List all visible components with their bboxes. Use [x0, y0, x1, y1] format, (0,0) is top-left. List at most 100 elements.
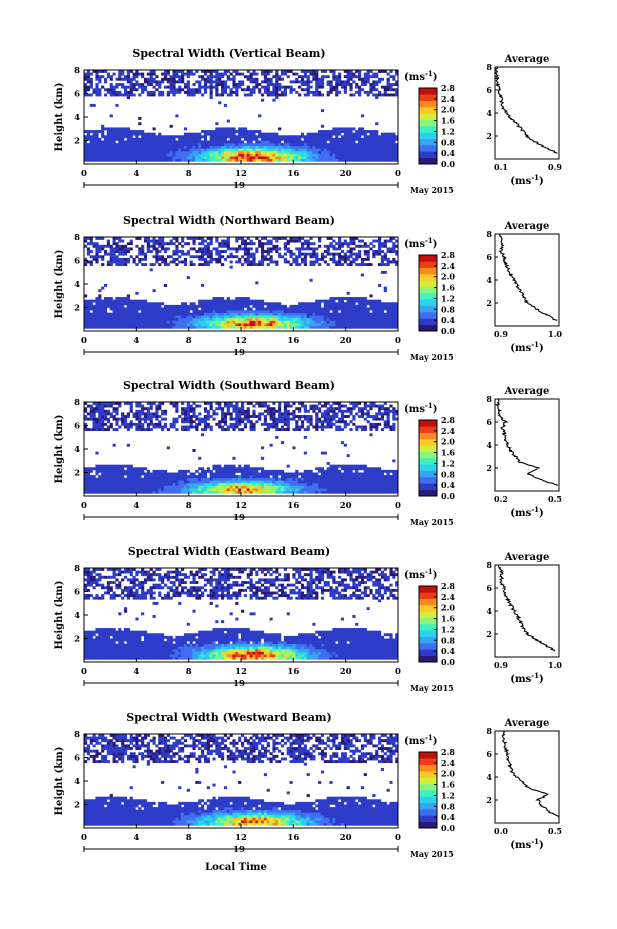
heatmap-cell: [355, 307, 359, 311]
heatmap-cell: [258, 315, 262, 319]
heatmap-cell: [226, 93, 230, 97]
heatmap-cell: [175, 490, 179, 494]
heatmap-cell: [298, 482, 302, 486]
heatmap-cell: [349, 242, 353, 246]
heatmap-cell: [86, 299, 90, 303]
heatmap-cell: [126, 323, 130, 327]
heatmap-cell: [235, 150, 239, 154]
heatmap-cell: [380, 490, 385, 494]
heatmap-cell: [343, 88, 347, 92]
heatmap-cell: [235, 255, 239, 259]
heatmap-cell: [260, 312, 265, 316]
heatmap-cell: [235, 477, 239, 481]
heatmap-cell: [155, 315, 159, 319]
heatmap-cell: [366, 140, 370, 144]
heatmap-cell: [300, 315, 305, 319]
heatmap-cell: [101, 145, 105, 149]
heatmap-cell: [363, 140, 367, 144]
heatmap-cell: [209, 242, 213, 246]
heatmap-cell: [181, 475, 185, 479]
heatmap-cell: [155, 469, 159, 473]
heatmap-cell: [335, 317, 339, 321]
heatmap-cell: [266, 469, 270, 473]
heatmap-cell: [246, 323, 250, 327]
heatmap-cell: [395, 143, 399, 147]
heatmap-cell: [343, 477, 347, 481]
heatmap-cell: [366, 307, 370, 311]
heatmap-cell: [286, 480, 290, 484]
heatmap-cell: [89, 237, 93, 240]
avg-y-tick-label: 8: [486, 62, 492, 72]
heatmap-cell: [178, 472, 182, 476]
heatmap-cell: [349, 85, 353, 89]
heatmap-cell: [161, 237, 165, 240]
heatmap-cell: [129, 156, 133, 160]
heatmap-cell: [189, 153, 193, 157]
heatmap-cell: [203, 482, 208, 486]
heatmap-cell: [289, 239, 293, 243]
heatmap-cell: [206, 145, 210, 149]
heatmap-cell: [369, 477, 373, 481]
heatmap-cell: [255, 477, 259, 481]
heatmap-cell: [252, 255, 256, 259]
heatmap-cell: [132, 302, 136, 306]
heatmap-cell: [169, 472, 173, 476]
heatmap-cell: [343, 482, 347, 486]
heatmap-cell: [98, 302, 102, 306]
heatmap-cell: [300, 302, 305, 306]
heatmap-cell: [149, 70, 153, 73]
heatmap-cell: [135, 469, 139, 473]
avg-title: Average: [504, 54, 550, 65]
heatmap-cell: [358, 77, 362, 81]
heatmap-cell: [289, 140, 293, 144]
heatmap-cell: [215, 132, 219, 136]
heatmap-cell: [392, 143, 396, 147]
heatmap-cell: [280, 72, 285, 76]
heatmap-cell: [229, 158, 233, 162]
heatmap-cell: [84, 467, 88, 471]
heatmap-cell: [112, 469, 116, 473]
heatmap-cell: [269, 315, 273, 319]
heatmap-cell: [232, 323, 236, 327]
heatmap-cell: [178, 307, 182, 311]
heatmap-cell: [92, 488, 96, 492]
heatmap-cell: [358, 244, 362, 248]
heatmap-cell: [338, 482, 342, 486]
heatmap-cell: [215, 312, 219, 316]
heatmap-cell: [172, 70, 176, 73]
heatmap-cell: [392, 145, 396, 149]
heatmap-cell: [278, 310, 282, 314]
heatmap-cell: [323, 325, 327, 329]
heatmap-cell: [375, 122, 379, 126]
heatmap-cell: [275, 325, 279, 329]
heatmap-cell: [303, 304, 307, 308]
heatmap-cell: [123, 93, 128, 97]
heatmap-cell: [395, 485, 399, 489]
heatmap-cell: [155, 312, 159, 316]
heatmap-cell: [218, 93, 222, 97]
heatmap-cell: [158, 315, 162, 319]
heatmap-cell: [323, 75, 327, 79]
heatmap-cell: [360, 132, 365, 136]
heatmap-cell: [223, 103, 228, 107]
heatmap-cell: [112, 158, 116, 162]
heatmap-cell: [306, 90, 310, 94]
heatmap-cell: [186, 90, 190, 94]
heatmap-cell: [198, 150, 202, 154]
heatmap-cell: [89, 242, 93, 246]
heatmap-cell: [355, 325, 359, 329]
heatmap-cell: [306, 242, 310, 246]
heatmap-cell: [369, 315, 373, 319]
heatmap-cell: [278, 490, 282, 494]
heatmap-cell: [169, 490, 173, 494]
heatmap-cell: [306, 143, 310, 147]
heatmap-cell: [132, 310, 136, 314]
heatmap-cell: [166, 145, 170, 149]
heatmap-cell: [338, 143, 342, 147]
heatmap-cell: [112, 237, 116, 240]
heatmap-cell: [326, 143, 330, 147]
heatmap-cell: [109, 137, 113, 141]
heatmap-cell: [103, 480, 108, 484]
heatmap-cell: [295, 77, 299, 81]
heatmap-cell: [355, 257, 359, 261]
